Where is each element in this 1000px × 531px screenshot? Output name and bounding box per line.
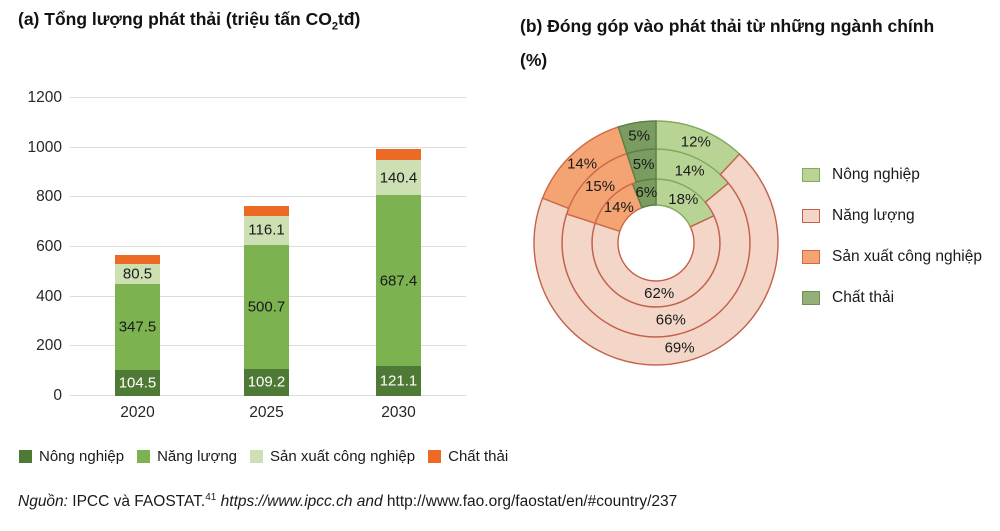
x-axis-tick-label: 2030 [381,404,416,421]
legend-swatch-icon [428,450,442,463]
bar-segment-2020-4 [115,254,160,264]
legend-swatch-icon [802,250,820,264]
donut-segment-percentage-label: 69% [665,339,695,356]
legend-swatch-icon [802,168,820,182]
legend-label: Sản xuất công nghiệp [832,248,982,265]
bar-segment-2025-3: 116.1 [244,215,289,245]
legend-swatch-icon [137,450,151,463]
bar-segment-value-label: 109.2 [247,373,286,391]
y-axis-tick-label: 800 [36,188,62,206]
donut-chart: 18%62%14%6%14%66%15%5%12%69%14%5% [533,120,779,366]
x-axis-tick-label: 2025 [249,404,284,421]
legend-swatch-icon [19,450,32,463]
donut-segment-percentage-label: 14% [567,155,597,172]
source-note-part: http://www.fao.org/faostat/en/#country/2… [386,493,678,511]
panel-a-title-suffix: tđ) [337,9,361,29]
donut-segment-percentage-label: 5% [628,127,650,144]
source-note-part: Nguồn: [18,493,68,511]
y-axis-tick-label: 600 [36,238,62,255]
legend-label: Chất thải [832,289,895,306]
gridline [70,146,466,148]
donut-segment-percentage-label: 6% [636,184,658,201]
donut-legend-item-1: Nông nghiệp [802,166,920,184]
bar-segment-2020-1: 104.5 [115,370,160,396]
donut-legend-item-3: Sản xuất công nghiệp [802,248,982,266]
donut-segment-percentage-label: 5% [633,156,655,173]
donut-segment-percentage-label: 18% [668,191,698,208]
donut-segment-outer-4 [617,120,657,155]
panel-a-title: (a) Tổng lượng phát thải (triệu tấn CO2t… [18,9,498,33]
legend-label: Nông nghiệp [832,166,920,183]
bar-segment-value-label: 121.1 [379,372,418,390]
x-axis-tick-label: 2020 [120,404,155,421]
bar-segment-value-label: 500.7 [247,298,286,316]
legend-swatch-icon [250,450,263,463]
bar-segment-2025-2: 500.7 [244,244,289,369]
donut-segment-percentage-label: 62% [644,285,674,302]
y-axis-tick-label: 200 [36,337,62,355]
bar-legend-item-3: Sản xuất công nghiệp [250,448,415,465]
legend-label: Nông nghiệp [39,448,125,465]
source-note-part: IPCC và FAOSTAT. [67,493,206,511]
bar-segment-value-label: 347.5 [118,318,157,336]
gridline [70,97,466,98]
donut-segment-percentage-label: 14% [604,199,634,216]
bar-segment-2020-2: 347.5 [115,283,160,371]
bar-segment-2020-3: 80.5 [115,263,160,284]
bar-segment-2030-2: 687.4 [376,195,421,366]
bar-chart-legend: Nông nghiệp Năng lượng Sản xuất công nghiệ… [19,448,508,465]
y-axis-tick-label: 0 [53,387,62,404]
legend-label: Chất thải [448,448,509,465]
donut-segment-outer-2 [533,153,779,366]
panel-a-title-text: (a) Tổng lượng phát thải (triệu tấn CO [18,9,332,29]
legend-label: Năng lượng [157,448,237,465]
panel-b-title-line1: (b) Đóng góp vào phát thải từ những ngàn… [520,16,935,36]
bar-segment-2030-1: 121.1 [376,365,421,396]
legend-label: Sản xuất công nghiệp [270,448,416,465]
legend-label: Năng lượng [832,207,915,224]
source-note-part: 41 [205,492,217,503]
bar-segment-2030-4 [376,148,421,161]
y-axis-tick-label: 400 [36,287,62,305]
donut-segment-percentage-label: 15% [585,178,615,195]
bar-segment-2025-4 [244,206,289,216]
bar-segment-value-label: 687.4 [379,272,418,290]
bar-legend-item-2: Năng lượng [137,448,237,465]
gridline [70,196,466,198]
y-axis-tick-label: 1000 [27,138,62,156]
bar-segment-value-label: 104.5 [118,374,157,392]
source-note-part: https://www.ipcc.ch and [216,493,387,511]
donut-segment-percentage-label: 12% [681,134,711,151]
bar-legend-item-1: Nông nghiệp [19,448,124,465]
bar-legend-item-4: Chất thải [428,448,508,465]
panel-a-title-subscript: 2 [331,20,338,33]
legend-swatch-icon [802,209,820,223]
bar-segment-value-label: 140.4 [379,169,418,187]
bar-segment-value-label: 116.1 [248,221,285,239]
bar-segment-2030-3: 140.4 [376,160,421,196]
donut-segment-percentage-label: 66% [656,312,686,329]
donut-legend-item-2: Năng lượng [802,207,915,225]
panel-b-title: (b) Đóng góp vào phát thải từ những ngàn… [520,9,995,77]
y-axis-tick-label: 1200 [27,89,62,106]
donut-legend-item-4: Chất thải [802,289,894,307]
bar-segment-2025-1: 109.2 [244,368,289,396]
donut-segment-percentage-label: 14% [675,162,705,179]
panel-b-title-line2: (%) [520,50,548,70]
bar-segment-value-label: 80.5 [122,265,153,283]
legend-swatch-icon [802,291,820,305]
source-note: Nguồn: IPCC và FAOSTAT.41 https://www.ip… [18,492,677,511]
bar-chart-plot: 0 200 400 600 800 1000 1200 104.5 347.5 80.5 2020 1… [28,89,466,421]
